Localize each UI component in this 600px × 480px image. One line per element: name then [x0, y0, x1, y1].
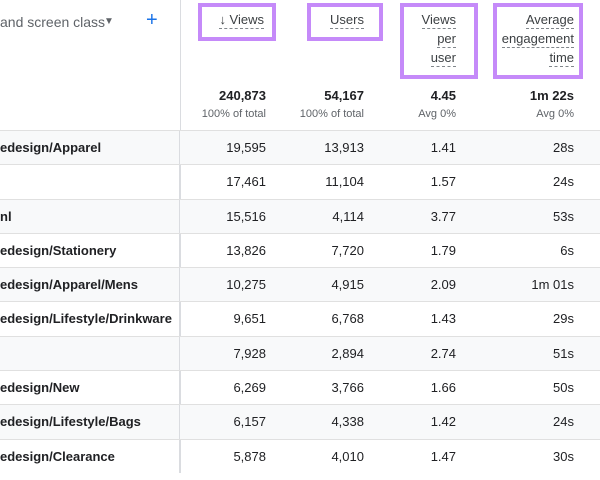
row-users: 3,766 — [331, 380, 364, 396]
row-views: 13,826 — [226, 242, 266, 258]
row-views-per-user: 3.77 — [430, 208, 456, 224]
views-header-label: ↓ Views — [219, 12, 264, 29]
row-users: 4,915 — [331, 277, 364, 293]
table-row[interactable]: edesign/Apparel/Mens 10,275 4,915 2.09 1… — [0, 267, 600, 302]
table-body: edesign/Apparel 19,595 13,913 1.41 28s 1… — [0, 130, 600, 473]
dimension-title[interactable]: and screen class — [0, 14, 106, 30]
users-total: 54,167 — [324, 88, 364, 103]
table-row[interactable]: edesign/Lifestyle/Drinkware 9,651 6,768 … — [0, 301, 600, 336]
table-row[interactable]: edesign/Lifestyle/Bags 6,157 4,338 1.42 … — [0, 404, 600, 439]
engagement-time-label-1: Average — [525, 12, 574, 29]
row-users: 4,114 — [332, 208, 364, 224]
row-dimension: edesign/Apparel — [0, 131, 180, 165]
row-views-per-user: 1.42 — [430, 414, 456, 430]
row-views: 19,595 — [226, 140, 266, 155]
row-views-per-user: 1.41 — [430, 140, 456, 155]
table-row[interactable]: edesign/Apparel 19,595 13,913 1.41 28s — [0, 130, 600, 165]
row-views: 17,461 — [226, 174, 266, 190]
row-users: 13,913 — [324, 140, 364, 155]
views-per-user-label-1: Views — [421, 12, 456, 29]
row-users: 4,010 — [331, 448, 364, 464]
table-row[interactable]: 7,928 2,894 2.74 51s — [0, 335, 600, 371]
users-total-sub: 100% of total — [299, 108, 364, 120]
row-dimension — [0, 165, 180, 199]
table-row[interactable]: edesign/New 6,269 3,766 1.66 50s — [0, 370, 600, 405]
users-highlight — [307, 3, 383, 41]
row-users: 6,768 — [331, 311, 364, 327]
add-dimension-button[interactable]: + — [146, 9, 158, 31]
row-dimension: edesign/New — [0, 371, 180, 405]
row-engagement-time: 30s — [553, 448, 574, 464]
views-per-user-label-2: per — [437, 31, 456, 48]
row-views-per-user: 1.47 — [430, 448, 456, 464]
row-dimension: edesign/Lifestyle/Drinkware — [0, 302, 180, 336]
row-views: 15,516 — [226, 208, 266, 224]
views-total-sub: 100% of total — [201, 108, 266, 120]
row-views-per-user: 2.09 — [430, 277, 456, 293]
row-views: 7,928 — [233, 345, 266, 361]
engagement-time-total: 1m 22s — [529, 88, 574, 103]
views-total: 240,873 — [219, 88, 266, 103]
row-users: 11,104 — [325, 174, 364, 190]
row-views-per-user: 1.43 — [430, 311, 456, 327]
dimension-header: and screen class ▼ + — [0, 0, 180, 130]
engagement-time-label-3: time — [549, 50, 574, 67]
dimension-column — [0, 0, 181, 473]
row-engagement-time: 24s — [553, 414, 574, 430]
table-row[interactable]: edesign/Stationery 13,826 7,720 1.79 6s — [0, 232, 600, 268]
row-users: 2,894 — [331, 345, 364, 361]
row-engagement-time: 28s — [553, 140, 574, 155]
row-dimension: edesign/Stationery — [0, 233, 180, 268]
table-row[interactable]: nl 15,516 4,114 3.77 53s — [0, 198, 600, 233]
row-users: 7,720 — [331, 242, 364, 258]
engagement-time-highlight — [493, 3, 583, 79]
views-per-user-highlight — [400, 3, 478, 79]
row-views: 6,269 — [233, 380, 266, 396]
row-engagement-time: 50s — [553, 380, 574, 396]
row-dimension: edesign/Apparel/Mens — [0, 268, 180, 302]
row-views-per-user: 1.57 — [430, 174, 456, 190]
row-views-per-user: 2.74 — [430, 345, 456, 361]
row-dimension — [0, 336, 180, 371]
row-views: 9,651 — [233, 311, 266, 327]
row-engagement-time: 53s — [553, 208, 574, 224]
row-dimension: edesign/Lifestyle/Bags — [0, 405, 180, 439]
table-row[interactable]: edesign/Clearance 5,878 4,010 1.47 30s — [0, 438, 600, 473]
row-views: 10,275 — [226, 277, 266, 293]
row-views-per-user: 1.79 — [430, 242, 456, 258]
views-header[interactable]: ↓ Views — [196, 10, 264, 29]
users-header-label: Users — [330, 12, 364, 29]
row-engagement-time: 1m 01s — [531, 277, 574, 293]
engagement-time-header[interactable]: Average engagement time — [490, 10, 574, 67]
table-row[interactable]: 17,461 11,104 1.57 24s — [0, 164, 600, 199]
row-dimension: nl — [0, 199, 180, 233]
views-highlight — [198, 3, 276, 41]
views-per-user-label-3: user — [430, 50, 456, 67]
views-per-user-total-sub: Avg 0% — [418, 108, 456, 120]
dimension-dropdown-icon[interactable]: ▼ — [104, 16, 114, 27]
row-views: 6,157 — [233, 414, 266, 430]
row-dimension: edesign/Clearance — [0, 439, 180, 473]
row-engagement-time: 29s — [553, 311, 574, 327]
engagement-time-label-2: engagement — [501, 31, 574, 48]
row-engagement-time: 6s — [560, 242, 574, 258]
row-views-per-user: 1.66 — [430, 380, 456, 396]
row-engagement-time: 51s — [553, 345, 574, 361]
views-per-user-total: 4.45 — [430, 88, 456, 103]
row-views: 5,878 — [233, 448, 266, 464]
row-users: 4,338 — [331, 414, 364, 430]
engagement-time-total-sub: Avg 0% — [536, 108, 574, 120]
views-per-user-header[interactable]: Views per user — [392, 10, 456, 67]
users-header[interactable]: Users — [300, 10, 364, 29]
row-engagement-time: 24s — [553, 174, 574, 190]
